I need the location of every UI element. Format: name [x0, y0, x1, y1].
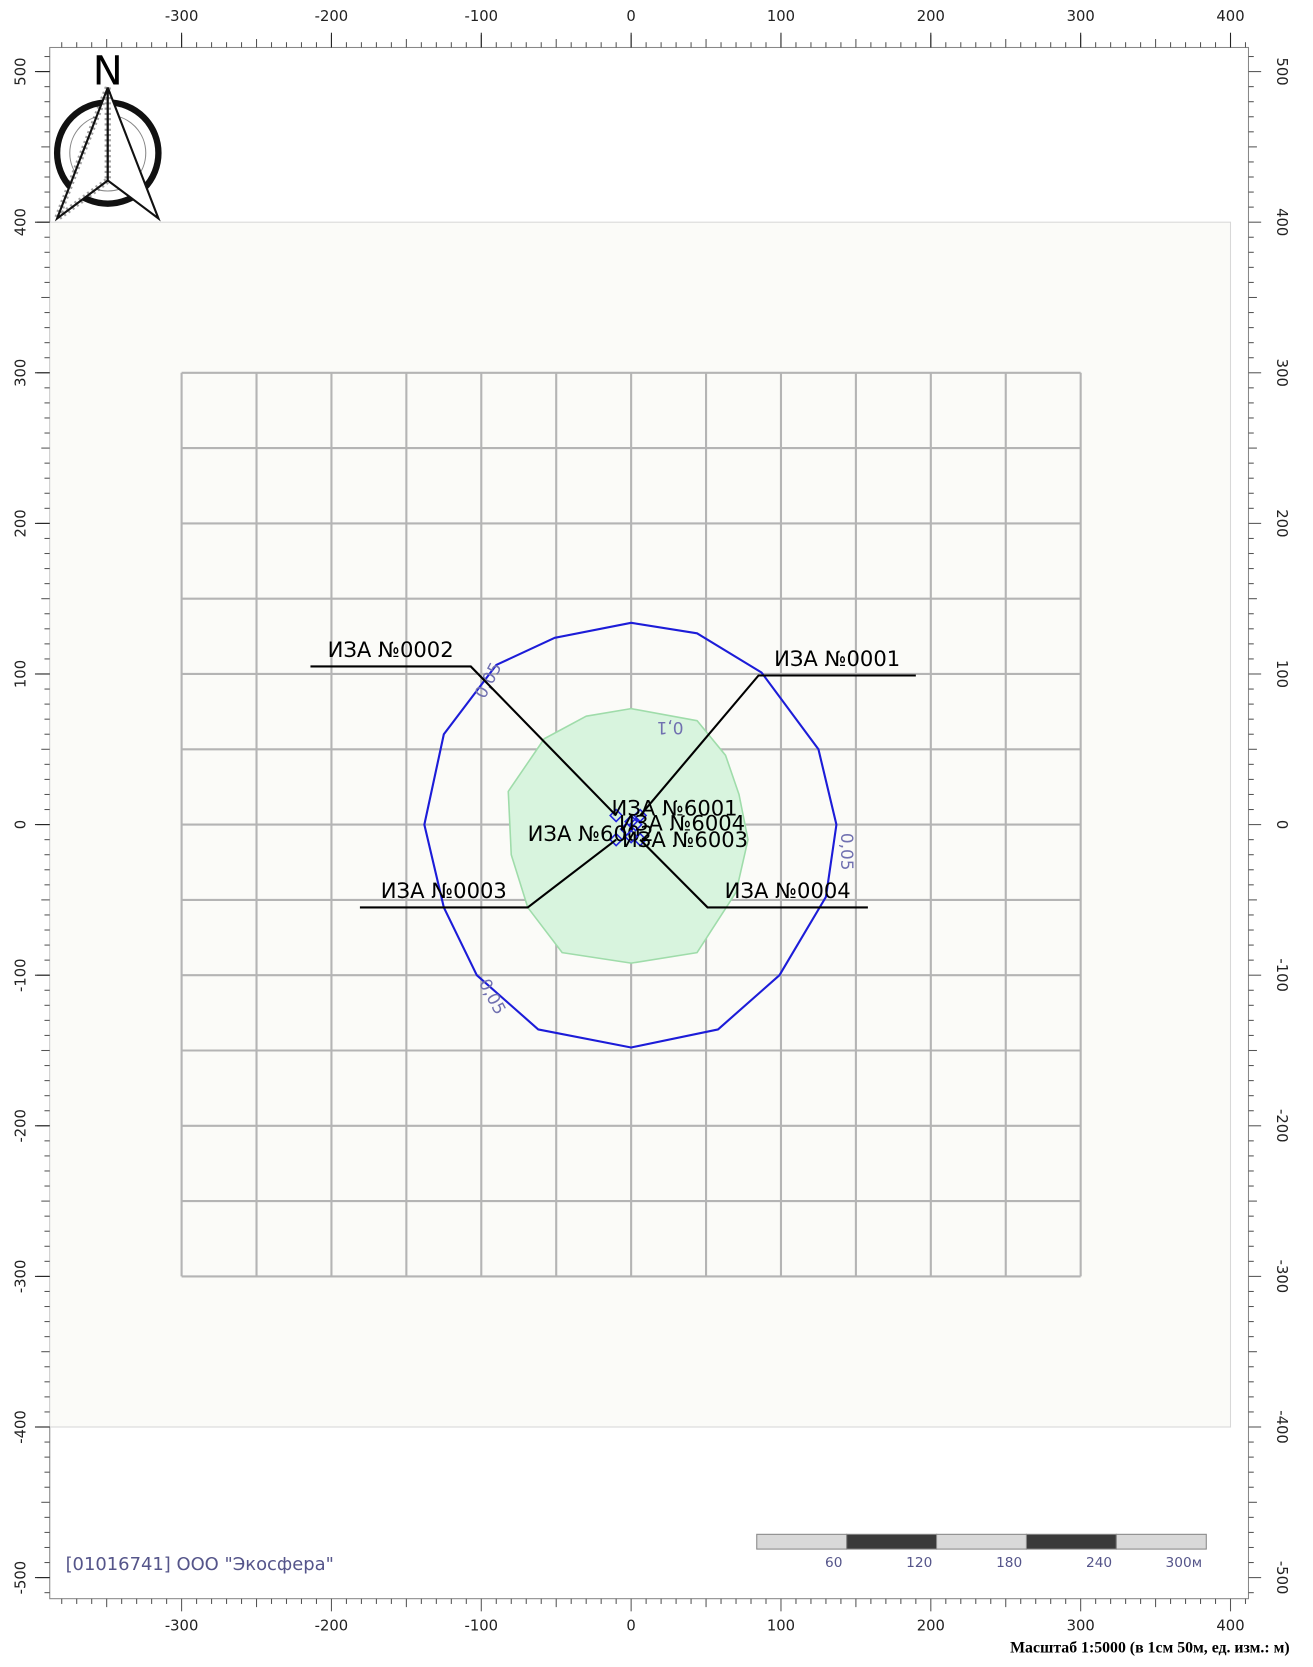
scale-segment [1025, 1533, 1117, 1550]
y-tick-label: 400 [1273, 208, 1290, 236]
isoline [423, 621, 838, 1049]
y-tick-label: 0 [12, 820, 29, 829]
leader-line [310, 665, 617, 817]
source-label: ИЗА №6003 [622, 827, 748, 852]
x-tick-label: -300 [165, 1617, 199, 1634]
source-label: ИЗА №0001 [774, 646, 900, 671]
leader-line [639, 838, 868, 909]
y-tick-label: -100 [12, 958, 29, 992]
y-tick-label: 200 [12, 509, 29, 537]
x-tick-label: 200 [917, 8, 945, 25]
scale-segment [846, 1533, 938, 1550]
y-tick-label: 400 [12, 208, 29, 236]
x-tick-label: -200 [315, 1617, 349, 1634]
y-tick-label: 0 [1273, 820, 1290, 829]
x-tick-label: -200 [315, 8, 349, 25]
scale-segment [936, 1533, 1027, 1550]
y-tick-label: 500 [12, 57, 29, 85]
source-label: ИЗА №0004 [725, 878, 851, 903]
x-tick-label: 300 [1067, 8, 1095, 25]
y-tick-label: 200 [1273, 509, 1290, 537]
scale-label: 240 [1086, 1555, 1112, 1571]
y-tick-label: 300 [12, 359, 29, 387]
isoline-label: 0,1 [657, 718, 684, 738]
y-tick-label: -100 [1273, 958, 1290, 992]
source-marker [624, 829, 639, 844]
y-tick-label: -500 [12, 1561, 29, 1595]
y-tick-label: 500 [1273, 57, 1290, 85]
x-tick-label: 100 [767, 1617, 795, 1634]
scale-segment [1115, 1533, 1207, 1550]
y-tick-label: -200 [12, 1109, 29, 1143]
y-tick-label: -400 [1273, 1410, 1290, 1444]
x-tick-label: 400 [1216, 8, 1244, 25]
x-tick-label: -300 [165, 8, 199, 25]
source-label: ИЗА №0003 [381, 878, 507, 903]
leader-line [639, 674, 916, 817]
company: [01016741] ООО "Экосфера" [66, 1554, 334, 1575]
x-tick-label: -100 [465, 1617, 499, 1634]
x-tick-label: 0 [626, 1617, 635, 1634]
x-tick-label: 200 [917, 1617, 945, 1634]
y-tick-label: -200 [1273, 1109, 1290, 1143]
scale-caption: Масштаб 1:5000 (в 1см 50м, ед. изм.: м) [1010, 1640, 1290, 1657]
x-tick-label: 100 [767, 8, 795, 25]
scale-label: 120 [906, 1555, 932, 1571]
y-tick-label: 300 [1273, 359, 1290, 387]
x-tick-label: 400 [1216, 1617, 1244, 1634]
scale-segment [756, 1533, 848, 1550]
source-marker [628, 817, 643, 832]
y-tick-label: 100 [12, 660, 29, 688]
y-tick-label: 100 [1273, 660, 1290, 688]
isoline [507, 707, 749, 964]
scale-label: 180 [996, 1555, 1022, 1571]
y-tick-label: -400 [12, 1410, 29, 1444]
x-tick-label: 300 [1067, 1617, 1095, 1634]
north-arrow [50, 86, 162, 228]
source-label: ИЗА №6004 [619, 810, 745, 835]
x-tick-label: -100 [465, 8, 499, 25]
source-label: ИЗА №6001 [612, 795, 738, 820]
leader-line [359, 838, 617, 909]
source-label: ИЗА №0002 [328, 637, 454, 662]
scale-label: 60 [825, 1555, 842, 1571]
isoline-label: 0,05 [837, 833, 857, 871]
y-tick-label: -300 [12, 1260, 29, 1294]
scale-label: 300м [1166, 1555, 1203, 1571]
x-tick-label: 0 [626, 8, 635, 25]
y-tick-label: -300 [1273, 1260, 1290, 1294]
north-label: N [93, 48, 123, 94]
y-tick-label: -500 [1273, 1561, 1290, 1595]
